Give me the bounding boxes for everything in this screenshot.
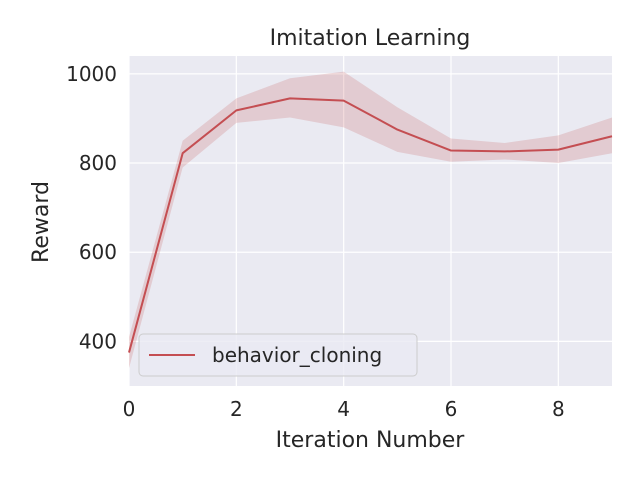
x-axis-label: Iteration Number [276, 428, 466, 453]
x-tick-label-6: 6 [445, 397, 458, 421]
chart-title: Imitation Learning [270, 26, 471, 51]
y-tick-labels: 400 600 800 1000 [66, 62, 117, 354]
y-axis-label: Reward [29, 181, 54, 263]
y-tick-label-400: 400 [79, 329, 117, 353]
x-tick-label-8: 8 [552, 397, 565, 421]
x-tick-labels: 0 2 4 6 8 [123, 397, 565, 421]
plot-background [129, 56, 612, 386]
x-tick-label-0: 0 [123, 397, 136, 421]
y-tick-label-600: 600 [79, 240, 117, 264]
series-line-0 [128, 97, 613, 353]
legend-label-behavior-cloning: behavior_cloning [212, 343, 382, 367]
confidence-band-0 [129, 71, 612, 369]
y-tick-label-800: 800 [79, 151, 117, 175]
y-tick-label-1000: 1000 [66, 62, 117, 86]
legend: behavior_cloning [138, 333, 418, 377]
x-tick-label-2: 2 [230, 397, 243, 421]
series-layer [128, 71, 613, 369]
x-tick-label-4: 4 [337, 397, 350, 421]
legend-box [138, 333, 418, 377]
